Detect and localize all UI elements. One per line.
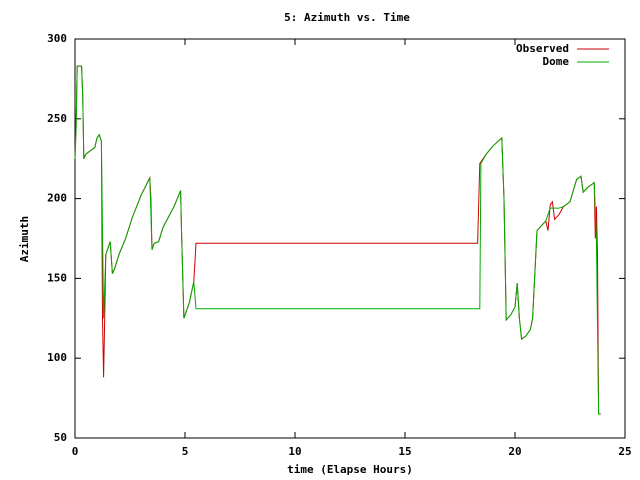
y-tick-label: 100 — [47, 351, 67, 364]
x-tick-label: 0 — [72, 445, 79, 458]
y-tick-label: 300 — [47, 32, 67, 45]
plot-border — [74, 38, 626, 439]
series-line — [74, 65, 601, 415]
x-tick-label: 20 — [508, 445, 521, 458]
y-tick-label: 50 — [54, 431, 67, 444]
x-tick-label: 5 — [182, 445, 189, 458]
x-tick-label: 15 — [398, 445, 411, 458]
y-tick-label: 150 — [47, 271, 67, 284]
y-tick-label: 200 — [47, 192, 67, 205]
x-tick-label: 25 — [618, 445, 631, 458]
y-axis-label: Azimuth — [18, 216, 31, 262]
legend-label: Dome — [543, 55, 570, 68]
y-tick-label: 250 — [47, 112, 67, 125]
x-tick-label: 10 — [288, 445, 301, 458]
chart-title: 5: Azimuth vs. Time — [284, 11, 410, 24]
legend-label: Observed — [516, 42, 569, 55]
x-axis-label: time (Elapse Hours) — [287, 463, 413, 476]
